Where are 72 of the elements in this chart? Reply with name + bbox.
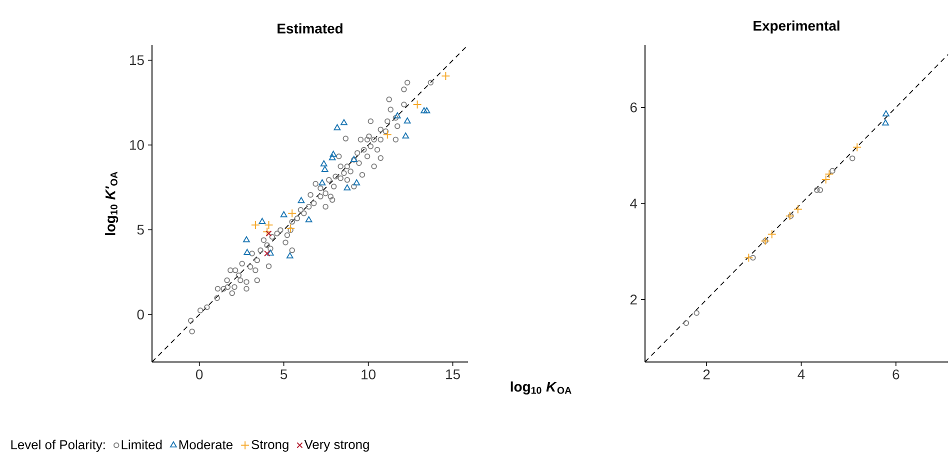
point bbox=[286, 252, 294, 258]
point bbox=[334, 124, 341, 130]
point bbox=[320, 160, 328, 166]
point bbox=[882, 110, 890, 116]
point bbox=[788, 213, 794, 219]
point bbox=[258, 218, 266, 224]
point bbox=[266, 230, 272, 237]
point bbox=[321, 166, 328, 172]
point bbox=[441, 72, 450, 80]
point bbox=[412, 100, 422, 109]
point bbox=[394, 112, 401, 118]
point bbox=[830, 168, 836, 174]
y-tick-label: 6 bbox=[630, 102, 637, 112]
x-tick-label: 4 bbox=[798, 370, 805, 380]
point bbox=[298, 197, 305, 204]
point bbox=[262, 227, 272, 236]
chart-title: Estimated bbox=[278, 23, 342, 34]
point bbox=[824, 170, 834, 179]
legend-title: Level of Polarity: bbox=[11, 440, 105, 452]
y-tick-label: 15 bbox=[130, 55, 144, 66]
point bbox=[423, 107, 430, 114]
point bbox=[330, 150, 337, 157]
x-tick-label: 2 bbox=[703, 369, 710, 380]
x-tick-label: 6 bbox=[892, 369, 900, 380]
point bbox=[793, 204, 802, 214]
point bbox=[882, 119, 889, 126]
x-tick-label: 10 bbox=[362, 369, 376, 380]
point bbox=[344, 184, 351, 190]
point bbox=[817, 187, 824, 193]
point bbox=[264, 250, 270, 257]
y-tick-label: 5 bbox=[137, 224, 144, 235]
point bbox=[785, 211, 794, 220]
point bbox=[328, 154, 336, 160]
point bbox=[250, 220, 260, 230]
point bbox=[767, 230, 776, 239]
point bbox=[404, 117, 411, 124]
point bbox=[264, 220, 274, 230]
point bbox=[750, 254, 756, 261]
point bbox=[305, 216, 312, 222]
point bbox=[402, 132, 410, 139]
point bbox=[852, 142, 862, 152]
legend-label: Very strong bbox=[304, 440, 369, 452]
point bbox=[744, 253, 754, 262]
legend-label: Limited bbox=[122, 440, 162, 450]
x-tick-label: 15 bbox=[446, 370, 460, 380]
y-axis-title: log$_{10}$ K'$_{OA}$ bbox=[105, 172, 118, 236]
legend-label: Moderate bbox=[179, 440, 232, 450]
y-tick-label: 4 bbox=[630, 198, 638, 208]
point bbox=[814, 187, 820, 193]
point bbox=[353, 179, 360, 186]
point bbox=[288, 208, 297, 218]
point bbox=[821, 174, 830, 184]
point bbox=[286, 224, 296, 233]
y-tick-label: 10 bbox=[130, 140, 144, 150]
point bbox=[694, 310, 700, 316]
point bbox=[243, 236, 250, 242]
point bbox=[340, 119, 348, 126]
legend-label: Strong bbox=[252, 440, 288, 452]
point bbox=[382, 130, 392, 140]
x-tick-label: 5 bbox=[280, 370, 288, 380]
y-tick-label: 0 bbox=[137, 310, 144, 320]
point bbox=[849, 155, 856, 162]
point bbox=[318, 179, 326, 186]
x-tick-label: 0 bbox=[196, 369, 203, 380]
point bbox=[267, 250, 274, 256]
point bbox=[420, 107, 428, 114]
point bbox=[244, 248, 251, 256]
x-axis-title: log$_{10}$ K$_{OA}$ bbox=[510, 381, 572, 395]
point bbox=[280, 211, 288, 218]
y-tick-label: 2 bbox=[630, 294, 637, 304]
point bbox=[683, 320, 690, 326]
chart-title: Experimental bbox=[754, 20, 840, 34]
